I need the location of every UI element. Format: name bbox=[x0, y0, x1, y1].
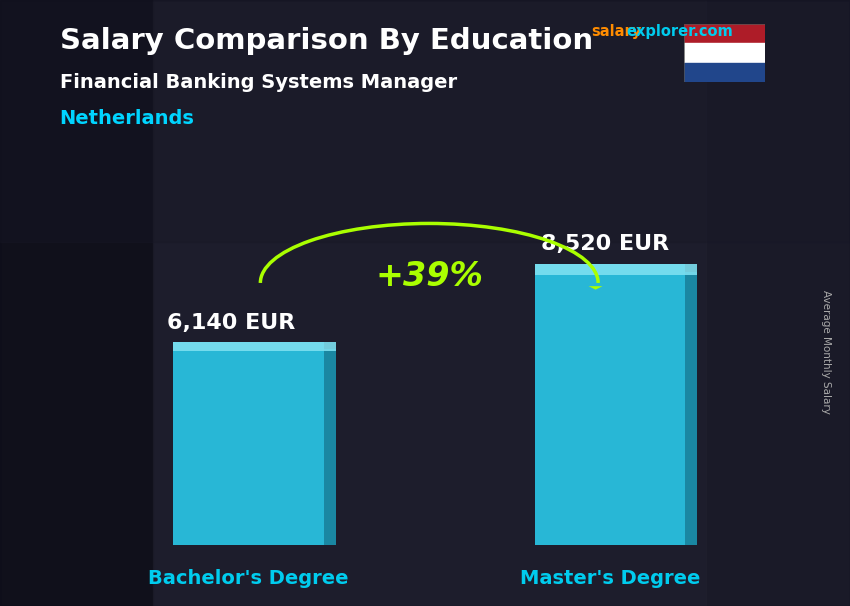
Text: Average Monthly Salary: Average Monthly Salary bbox=[821, 290, 831, 413]
Text: +39%: +39% bbox=[375, 261, 484, 293]
Text: Bachelor's Degree: Bachelor's Degree bbox=[149, 568, 348, 588]
Bar bbox=[684, 62, 765, 82]
FancyBboxPatch shape bbox=[173, 342, 324, 545]
FancyBboxPatch shape bbox=[535, 264, 697, 275]
Text: Salary Comparison By Education: Salary Comparison By Education bbox=[60, 27, 592, 55]
FancyBboxPatch shape bbox=[324, 348, 336, 545]
Bar bbox=[0, 0, 153, 606]
FancyBboxPatch shape bbox=[535, 264, 685, 545]
FancyBboxPatch shape bbox=[685, 272, 697, 545]
Text: 8,520 EUR: 8,520 EUR bbox=[541, 234, 669, 254]
Text: Master's Degree: Master's Degree bbox=[519, 568, 700, 588]
Bar bbox=[153, 0, 705, 606]
Text: Financial Banking Systems Manager: Financial Banking Systems Manager bbox=[60, 73, 456, 92]
FancyBboxPatch shape bbox=[173, 342, 336, 350]
Text: 6,140 EUR: 6,140 EUR bbox=[167, 313, 296, 333]
Text: salary: salary bbox=[591, 24, 641, 39]
Bar bbox=[684, 44, 765, 62]
Bar bbox=[0, 0, 850, 242]
Text: Netherlands: Netherlands bbox=[60, 109, 195, 128]
Text: explorer.com: explorer.com bbox=[626, 24, 734, 39]
Bar bbox=[684, 24, 765, 44]
